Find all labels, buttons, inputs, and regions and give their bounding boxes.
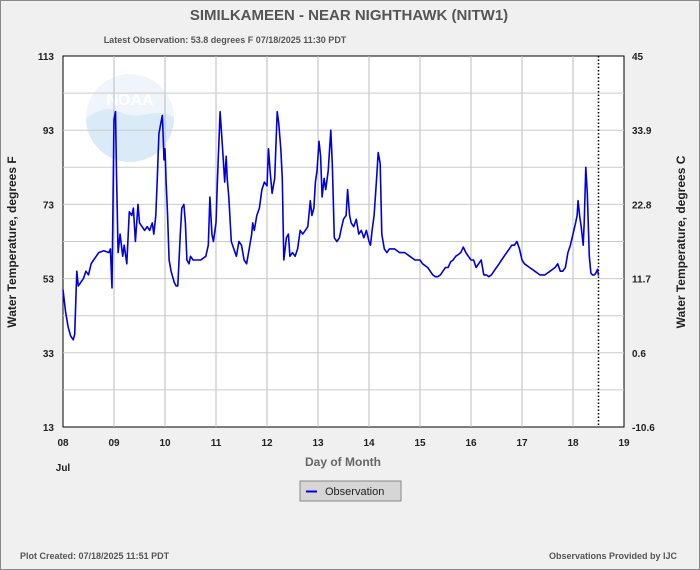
x-tick-label: 17 — [516, 438, 528, 449]
y-right-tick-label: 22.8 — [632, 200, 652, 211]
y-tick-labels: 13 33 53 73 93 113 — [38, 52, 55, 434]
x-tick-label: 18 — [567, 438, 579, 449]
y-axis-label-left: Water Temperature, degrees F — [5, 156, 19, 327]
y-right-tick-label: 0.6 — [632, 349, 646, 360]
y-right-tick-labels: -10.6 0.6 11.7 22.8 33.9 45 — [632, 52, 655, 434]
x-tick-label: 19 — [618, 438, 630, 449]
x-tick-label: 13 — [312, 438, 324, 449]
legend-box — [299, 480, 402, 502]
y-right-tick-label: -10.6 — [632, 423, 655, 434]
noaa-logo-watermark: NOAA — [86, 74, 174, 162]
x-tick-label: 16 — [465, 438, 477, 449]
legend-label-observation: Observation — [325, 486, 384, 498]
x-tick-label: 14 — [363, 438, 375, 449]
data-provider: Observations Provided by IJC — [549, 551, 678, 561]
series-layer — [62, 110, 600, 341]
x-tick-label: 11 — [211, 438, 222, 449]
latest-observation: Latest Observation: 53.8 degrees F 07/18… — [104, 35, 347, 45]
x-tick-label: 10 — [159, 438, 171, 449]
series-line-observation — [62, 110, 600, 341]
y-right-tick-label: 45 — [632, 52, 644, 63]
y-tick-label: 13 — [43, 423, 55, 434]
legend: Observation — [299, 480, 402, 502]
y-tick-label: 93 — [43, 126, 55, 137]
x-tick-label: 12 — [261, 438, 273, 449]
y-right-tick-label: 11.7 — [632, 275, 651, 286]
x-axis-label: Day of Month — [305, 455, 381, 469]
y-tick-label: 53 — [43, 275, 55, 286]
plot-created: Plot Created: 07/18/2025 11:51 PDT — [20, 551, 170, 561]
x-sublabel: Jul — [56, 463, 71, 474]
y-tick-label: 113 — [38, 52, 55, 63]
y-axis-label-right: Water Temperature, degrees C — [674, 155, 688, 328]
x-tick-label: 08 — [57, 438, 69, 449]
y-right-tick-label: 33.9 — [632, 126, 652, 137]
x-tick-label: 09 — [108, 438, 120, 449]
chart-title: SIMILKAMEEN - NEAR NIGHTHAWK (NITW1) — [190, 7, 508, 24]
x-tick-labels: 08 09 10 11 12 13 14 15 16 17 18 19 — [57, 438, 630, 449]
svg-text:NOAA: NOAA — [106, 92, 154, 109]
x-tick-label: 15 — [414, 438, 426, 449]
y-tick-label: 33 — [43, 349, 55, 360]
y-tick-label: 73 — [43, 200, 55, 211]
